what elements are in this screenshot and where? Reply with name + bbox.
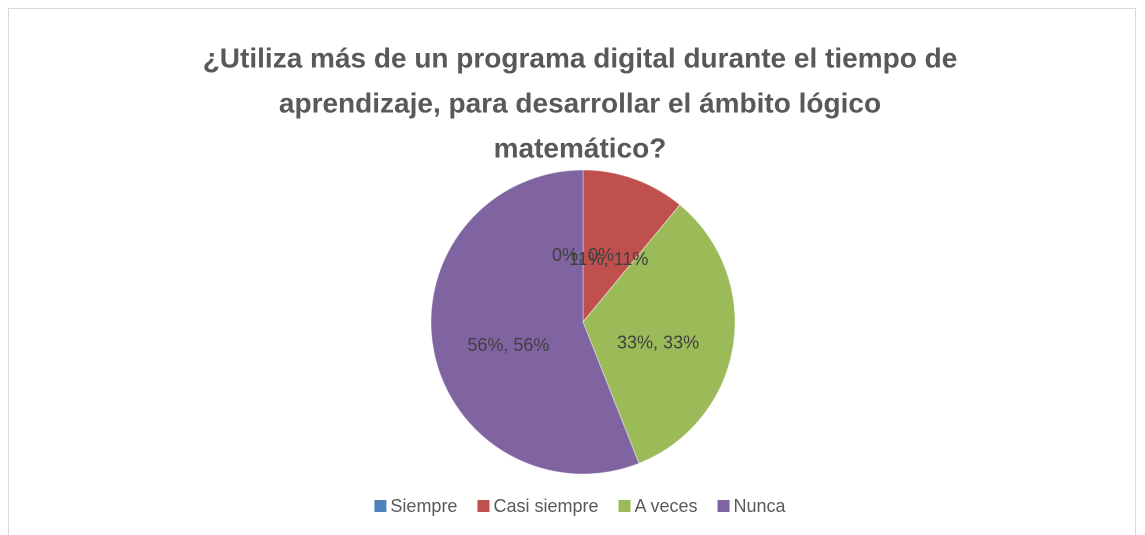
legend-label: A veces (634, 496, 697, 516)
data-label: 56%, 56% (467, 335, 549, 355)
legend-label: Nunca (734, 496, 787, 516)
legend-marker (618, 500, 631, 512)
legend-label: Siempre (390, 496, 457, 516)
legend-marker (477, 500, 490, 512)
data-label: 0%, 0% (552, 245, 614, 265)
legend-marker (374, 500, 387, 512)
legend-label: Casi siempre (493, 496, 598, 516)
chart-title: matemático? (494, 132, 667, 163)
data-label: 33%, 33% (617, 333, 699, 353)
pie-slice (582, 204, 736, 464)
chart-title: aprendizaje, para desarrollar el ámbito … (279, 87, 881, 118)
legend-marker (717, 500, 730, 512)
pie-slice (582, 169, 681, 324)
chart-title: ¿Utiliza más de un programa digital dura… (203, 42, 958, 73)
data-label: 11%, 11% (569, 249, 648, 269)
pie-slice (430, 169, 640, 475)
